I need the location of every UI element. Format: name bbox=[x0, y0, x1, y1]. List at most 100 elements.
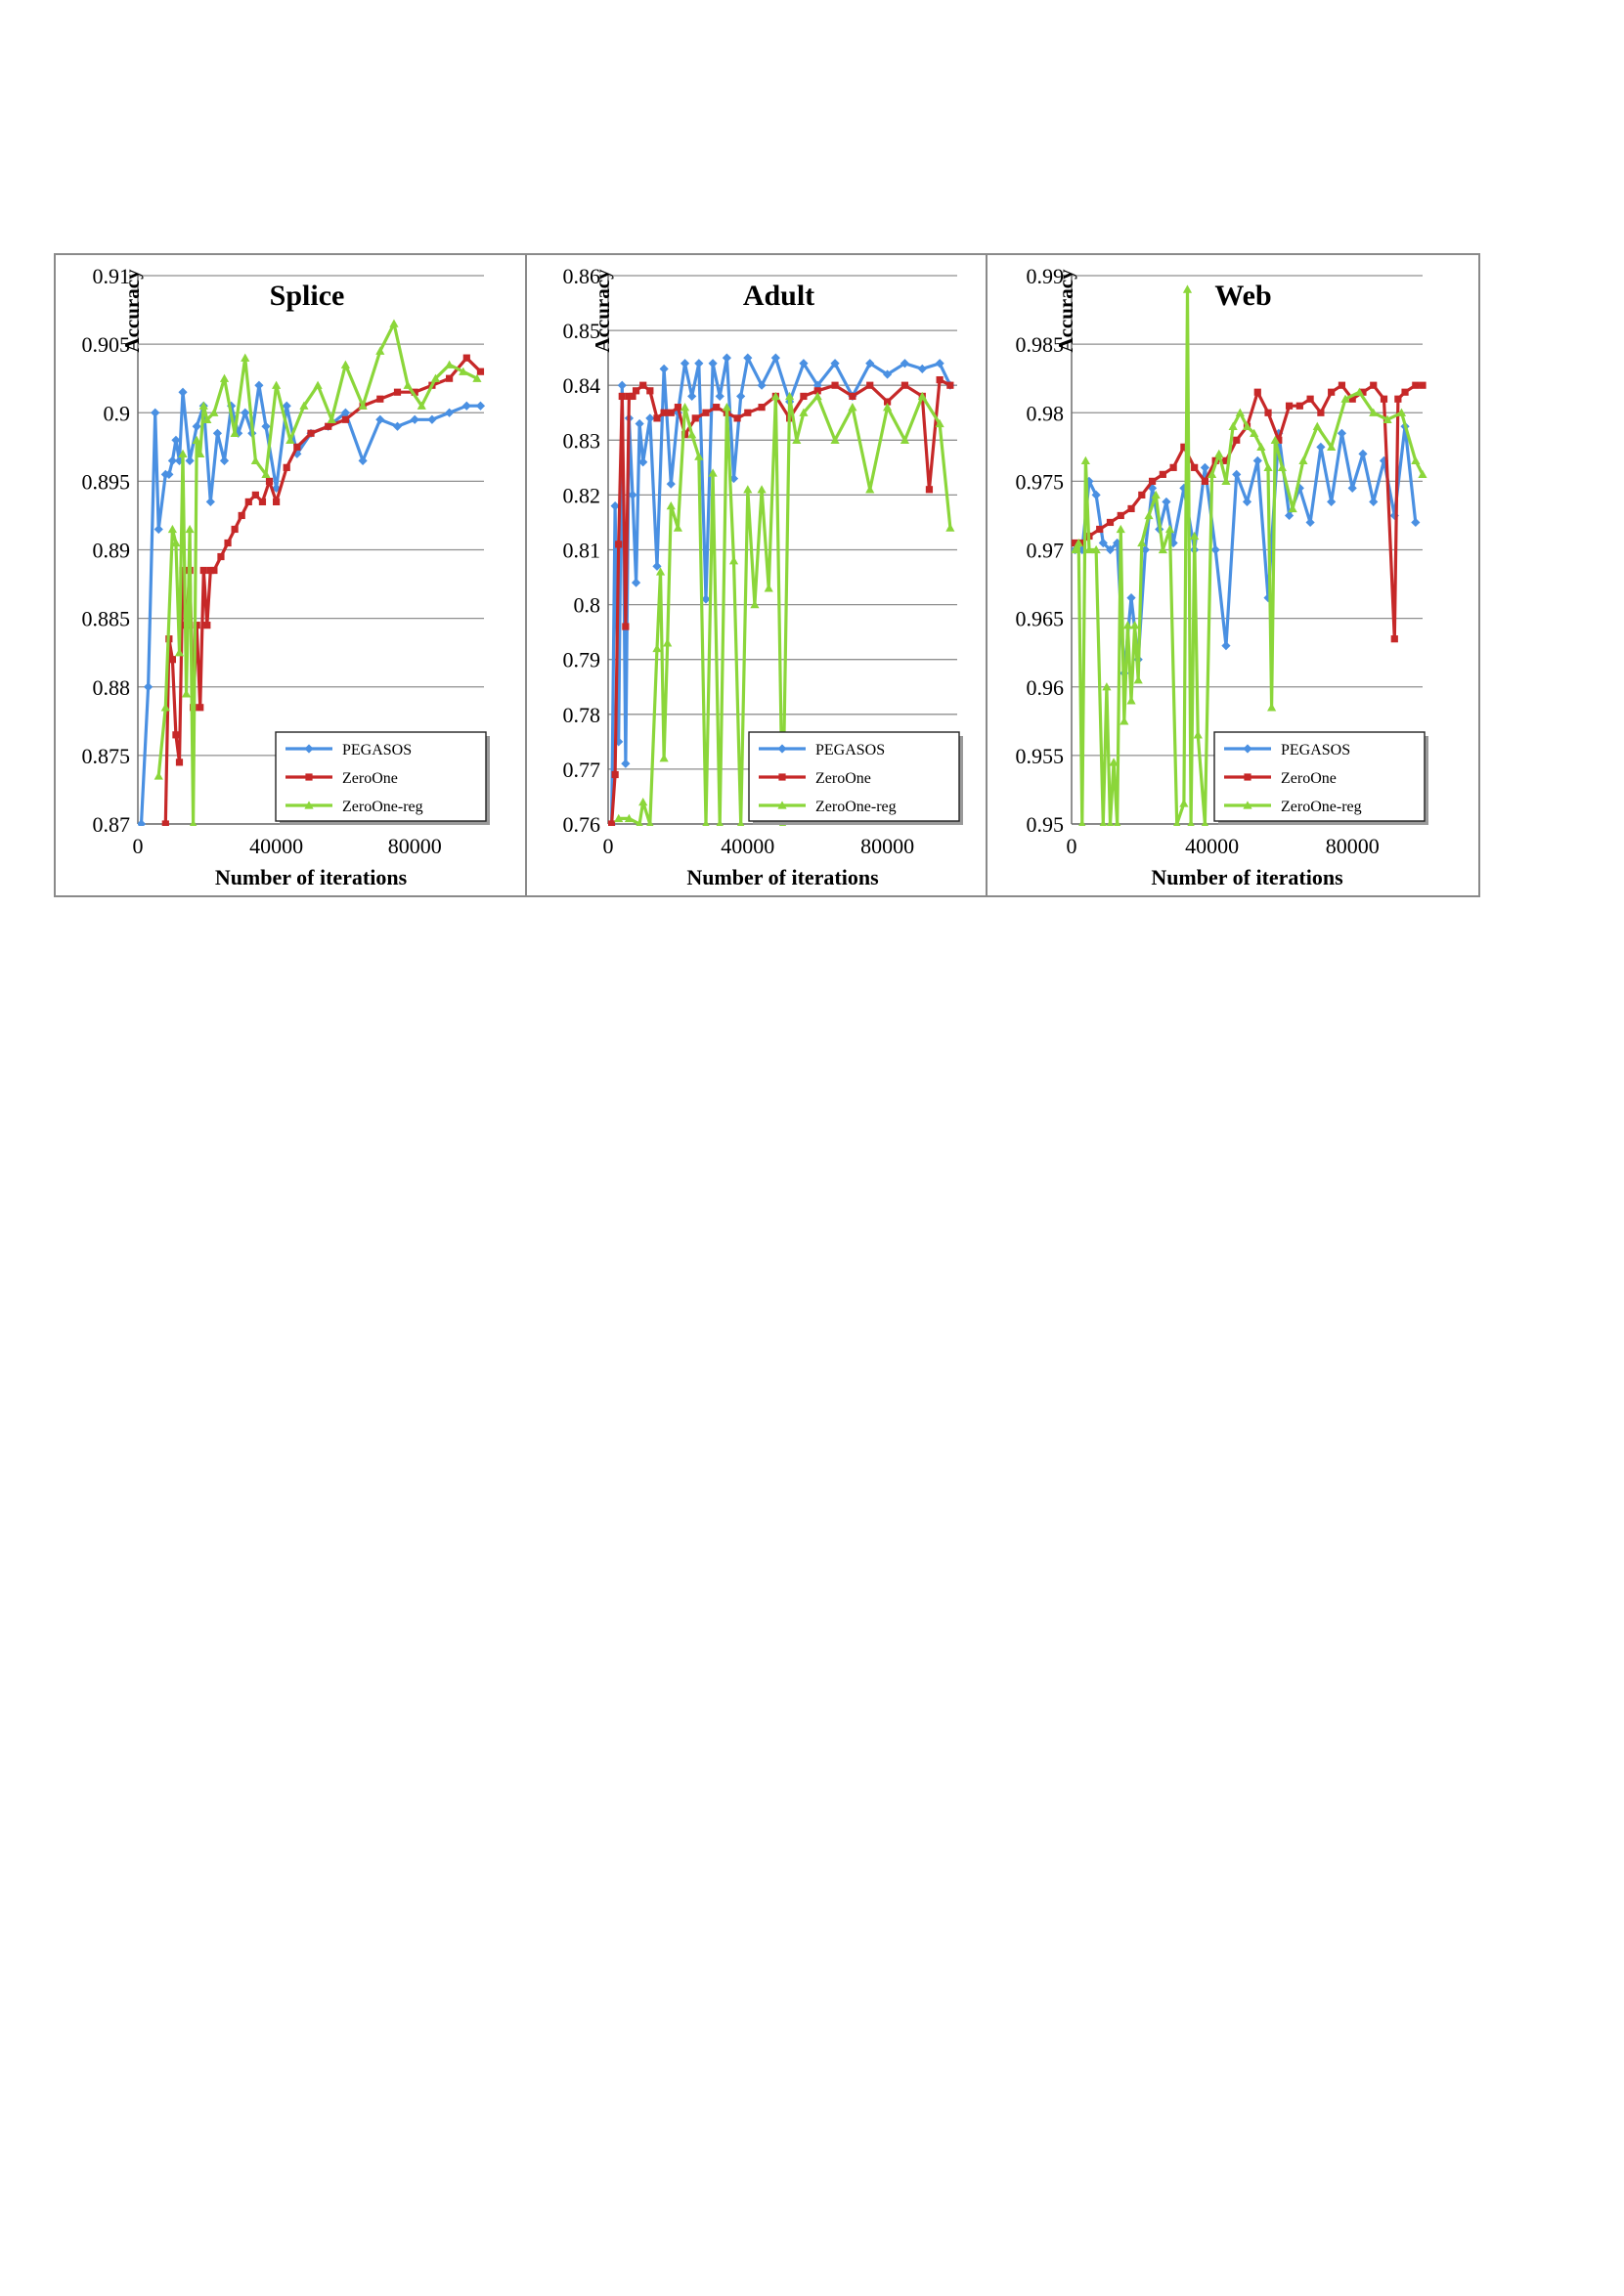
x-tick-label: 0 bbox=[1067, 834, 1077, 858]
data-point-zeroone bbox=[1096, 525, 1104, 534]
data-point-zeroone-reg bbox=[1242, 421, 1252, 430]
y-tick-label: 0.81 bbox=[563, 539, 601, 563]
data-point-zeroone-reg bbox=[1418, 469, 1427, 479]
x-tick-label: 80000 bbox=[1326, 834, 1380, 858]
data-point-pegasos bbox=[392, 421, 403, 431]
legend-label: ZeroOne-reg bbox=[1281, 799, 1362, 815]
data-point-zeroone bbox=[744, 409, 752, 416]
x-tick-label: 40000 bbox=[249, 834, 303, 858]
y-tick-label: 0.99 bbox=[1027, 264, 1065, 288]
data-point-zeroone-reg bbox=[1221, 476, 1231, 486]
legend-marker bbox=[1243, 801, 1252, 809]
data-point-zeroone-reg bbox=[1091, 544, 1101, 554]
data-point-zeroone-reg bbox=[694, 452, 704, 460]
data-point-pegasos bbox=[138, 819, 147, 826]
x-axis-label: Number of iterations bbox=[1151, 865, 1343, 889]
data-point-zeroone bbox=[622, 623, 630, 630]
data-point-zeroone bbox=[462, 354, 470, 362]
data-point-pegasos bbox=[680, 359, 690, 368]
data-point-zeroone-reg bbox=[209, 408, 219, 416]
data-point-pegasos bbox=[1200, 462, 1210, 472]
data-point-zeroone bbox=[1390, 635, 1398, 643]
data-point-zeroone-reg bbox=[785, 391, 795, 401]
data-point-pegasos bbox=[722, 353, 731, 363]
data-point-pegasos bbox=[743, 353, 753, 363]
data-point-pegasos bbox=[461, 401, 471, 411]
data-point-pegasos bbox=[1305, 517, 1315, 528]
x-tick-label: 40000 bbox=[1185, 834, 1239, 858]
data-point-zeroone-reg bbox=[445, 360, 455, 368]
data-point-zeroone-reg bbox=[799, 408, 809, 416]
data-point-zeroone bbox=[1138, 491, 1146, 498]
y-tick-label: 0.86 bbox=[563, 264, 601, 288]
series-zeroone-reg bbox=[154, 319, 482, 826]
data-point-zeroone-reg bbox=[198, 401, 208, 410]
legend-label: PEGASOS bbox=[342, 742, 412, 758]
data-point-pegasos bbox=[272, 483, 282, 493]
legend-label: ZeroOne bbox=[1281, 770, 1337, 787]
data-point-pegasos bbox=[900, 359, 910, 368]
legend: PEGASOS ZeroOne ZeroOne-reg bbox=[748, 731, 963, 825]
data-point-pegasos bbox=[631, 578, 641, 587]
data-point-zeroone bbox=[1159, 470, 1166, 478]
data-point-zeroone-reg bbox=[1250, 428, 1259, 437]
data-point-zeroone bbox=[258, 498, 267, 506]
data-point-zeroone-reg bbox=[1190, 531, 1200, 541]
data-point-pegasos bbox=[708, 359, 718, 368]
data-point-zeroone bbox=[1148, 477, 1157, 485]
y-tick-label: 0.9 bbox=[104, 401, 131, 425]
data-point-pegasos bbox=[1379, 455, 1389, 465]
data-point-pegasos bbox=[234, 428, 243, 438]
data-point-zeroone bbox=[244, 498, 252, 506]
y-tick-label: 0.83 bbox=[563, 428, 601, 453]
chart-panel-web: 0.95 0.955 0.96 0.965 0.97 0.975 0.98 0.985 0.99… bbox=[986, 253, 1480, 897]
data-point-pegasos bbox=[883, 369, 893, 379]
data-point-zeroone bbox=[713, 404, 721, 412]
data-point-zeroone bbox=[325, 422, 332, 430]
data-point-pegasos bbox=[1221, 641, 1231, 651]
data-point-pegasos bbox=[164, 469, 174, 479]
data-point-zeroone bbox=[476, 368, 485, 375]
data-point-zeroone-reg bbox=[1411, 455, 1421, 465]
y-tick-label: 0.78 bbox=[563, 703, 601, 727]
data-point-zeroone-reg bbox=[1396, 408, 1407, 416]
data-point-zeroone bbox=[1264, 409, 1272, 416]
data-point-pegasos bbox=[1252, 455, 1262, 465]
data-point-zeroone-reg bbox=[757, 485, 767, 494]
legend: PEGASOS ZeroOne ZeroOne-reg bbox=[275, 731, 490, 825]
data-point-zeroone bbox=[1338, 381, 1346, 389]
data-point-zeroone-reg bbox=[1119, 716, 1129, 725]
y-tick-label: 0.89 bbox=[93, 539, 131, 563]
data-point-zeroone-reg bbox=[1133, 675, 1143, 684]
data-point-zeroone-reg bbox=[1173, 819, 1181, 826]
data-point-zeroone bbox=[1380, 395, 1388, 403]
data-point-zeroone-reg bbox=[1122, 621, 1133, 629]
legend-label: ZeroOne-reg bbox=[815, 799, 897, 815]
data-point-zeroone bbox=[680, 431, 689, 439]
data-point-zeroone bbox=[293, 443, 301, 451]
data-point-pegasos bbox=[1210, 544, 1220, 555]
data-point-pegasos bbox=[865, 359, 875, 368]
data-point-zeroone-reg bbox=[196, 449, 205, 458]
data-point-zeroone-reg bbox=[1137, 538, 1147, 547]
legend-label: ZeroOne-reg bbox=[342, 799, 423, 815]
data-point-zeroone bbox=[1348, 395, 1356, 403]
data-point-zeroone-reg bbox=[1193, 730, 1203, 739]
data-point-zeroone-reg bbox=[1369, 408, 1379, 416]
data-point-zeroone-reg bbox=[663, 638, 673, 647]
data-point-pegasos bbox=[375, 414, 385, 424]
data-point-zeroone-reg bbox=[154, 771, 163, 780]
data-point-pegasos bbox=[261, 421, 271, 431]
data-point-pegasos bbox=[1098, 538, 1108, 548]
data-point-zeroone bbox=[691, 414, 699, 422]
data-point-zeroone-reg bbox=[261, 469, 271, 479]
legend-label: PEGASOS bbox=[815, 742, 885, 758]
data-point-zeroone-reg bbox=[1340, 394, 1350, 403]
y-tick-label: 0.985 bbox=[1016, 332, 1065, 357]
legend: PEGASOS ZeroOne ZeroOne-reg bbox=[1213, 731, 1428, 825]
data-point-pegasos bbox=[1369, 497, 1379, 507]
data-point-zeroone-reg bbox=[1327, 442, 1337, 451]
data-point-zeroone-reg bbox=[716, 819, 724, 826]
data-point-zeroone bbox=[1106, 518, 1115, 527]
